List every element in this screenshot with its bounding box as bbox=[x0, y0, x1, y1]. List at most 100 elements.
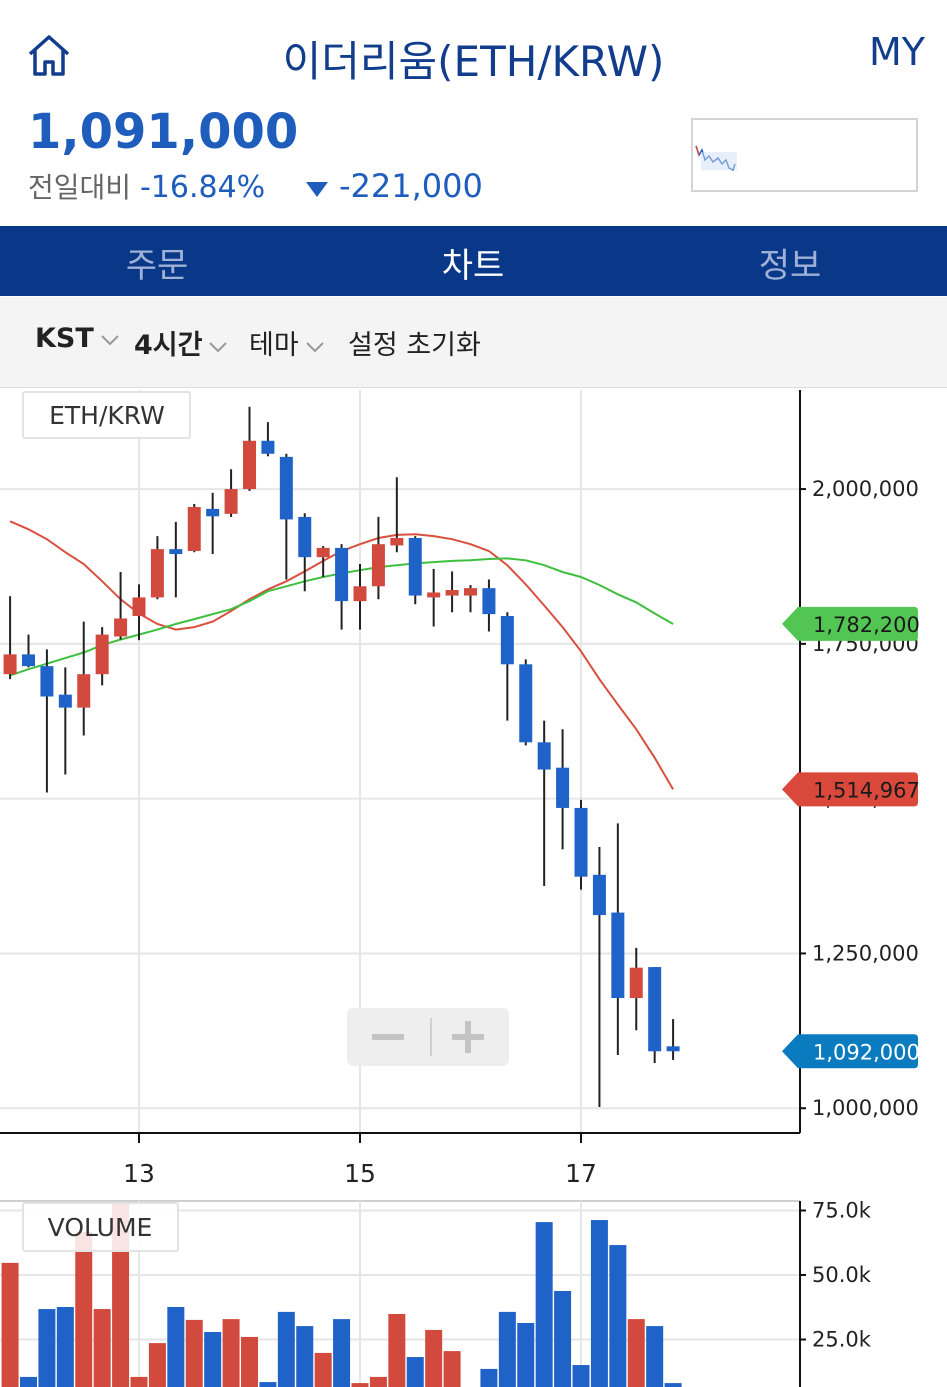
volume-bar bbox=[609, 1245, 627, 1387]
y-tick-label: 1,750,000 bbox=[812, 632, 919, 656]
home-button[interactable] bbox=[26, 32, 72, 78]
volume-bar bbox=[388, 1313, 406, 1387]
candle-body bbox=[261, 440, 275, 454]
mini-chart-line bbox=[695, 145, 737, 172]
y-tick-label: 1,000,000 bbox=[812, 1096, 919, 1120]
mini-chart[interactable] bbox=[691, 118, 918, 192]
candle-body bbox=[3, 654, 17, 675]
volume-bar bbox=[93, 1309, 111, 1387]
volume-bar bbox=[222, 1319, 240, 1387]
chevron bbox=[209, 341, 228, 352]
volume-bar bbox=[38, 1309, 56, 1387]
volume-bar bbox=[517, 1322, 535, 1387]
volume-bar bbox=[112, 1203, 130, 1387]
candle-body bbox=[629, 967, 643, 999]
volume-bar bbox=[425, 1329, 443, 1387]
zoom-out-button[interactable] bbox=[372, 1034, 404, 1040]
candle-body bbox=[408, 537, 422, 596]
volume-bar bbox=[185, 1319, 203, 1387]
y-tick-label: 2,000,000 bbox=[812, 477, 919, 501]
candle-body bbox=[335, 547, 349, 602]
tool-label: 테마 bbox=[249, 330, 299, 361]
candle-body bbox=[187, 507, 201, 551]
candle-body bbox=[40, 666, 54, 697]
moving-average-line bbox=[9, 557, 674, 677]
price-marker bbox=[782, 772, 918, 807]
tab[interactable]: 주문 bbox=[125, 246, 189, 286]
reset-settings[interactable]: 설정 초기화 bbox=[348, 330, 481, 361]
x-tick-label: 15 bbox=[344, 1159, 376, 1188]
tab[interactable]: 정보 bbox=[758, 246, 822, 286]
volume-bar bbox=[480, 1368, 498, 1387]
tool-label: KST bbox=[35, 323, 94, 354]
candle-body bbox=[279, 456, 293, 520]
volume-bar bbox=[535, 1222, 553, 1387]
candle-body bbox=[206, 508, 220, 517]
candle-body bbox=[243, 440, 257, 490]
candle-body bbox=[611, 912, 625, 999]
interval-select[interactable]: 4시간 bbox=[134, 323, 228, 362]
candle-body bbox=[574, 807, 588, 877]
volume-bar bbox=[296, 1326, 314, 1387]
candle-body bbox=[21, 654, 35, 667]
volume-bar bbox=[351, 1383, 369, 1387]
volume-bar bbox=[204, 1332, 222, 1387]
current-price: 1,091,000 bbox=[28, 104, 299, 160]
x-tick-label: 13 bbox=[123, 1159, 155, 1188]
candle-body bbox=[114, 618, 128, 637]
candle-body bbox=[169, 549, 183, 555]
theme-select[interactable]: 테마 bbox=[249, 323, 325, 362]
legend-box bbox=[22, 1202, 179, 1252]
my-button[interactable]: MY bbox=[869, 30, 925, 74]
change-label: 전일대비 bbox=[28, 171, 132, 204]
legend-box bbox=[22, 391, 191, 439]
volume-bar bbox=[333, 1319, 351, 1387]
candle-body bbox=[592, 874, 606, 916]
volume-bar bbox=[498, 1311, 516, 1387]
tool-label: 4시간 bbox=[134, 330, 203, 361]
volume-bar bbox=[148, 1343, 166, 1387]
timezone-select[interactable]: KST bbox=[35, 323, 120, 354]
price-marker bbox=[782, 1034, 918, 1069]
candle-body bbox=[519, 664, 533, 743]
candle-body bbox=[648, 967, 662, 1052]
volume-bar bbox=[627, 1319, 645, 1387]
candle-body bbox=[353, 586, 367, 602]
volume-bar bbox=[56, 1306, 74, 1387]
volume-bar bbox=[277, 1311, 295, 1387]
candle-body bbox=[58, 694, 72, 708]
change-rate: -16.84% bbox=[139, 170, 266, 205]
candle-body bbox=[371, 544, 385, 587]
candle-body bbox=[500, 615, 514, 665]
y-tick-label: 25.0k bbox=[812, 1328, 872, 1352]
volume-bar bbox=[75, 1231, 93, 1387]
tab-bar: 주문 차트 정보 bbox=[0, 226, 947, 296]
zoom-in-button[interactable] bbox=[452, 1021, 484, 1053]
candle-body bbox=[427, 592, 441, 598]
volume-bar bbox=[646, 1326, 664, 1387]
candle-body bbox=[77, 674, 91, 708]
change-amount: -221,000 bbox=[338, 167, 483, 205]
volume-bar bbox=[554, 1290, 572, 1387]
zoom-control bbox=[347, 1008, 509, 1066]
candle-body bbox=[150, 549, 164, 598]
candle-body bbox=[132, 597, 146, 616]
volume-bar bbox=[590, 1220, 608, 1387]
price-marker-label: 1,092,000 bbox=[813, 1040, 920, 1064]
candle-body bbox=[537, 742, 551, 770]
volume-bar bbox=[19, 1376, 37, 1387]
chevron bbox=[101, 334, 119, 345]
candle-body bbox=[464, 588, 478, 596]
tab[interactable]: 차트 bbox=[441, 246, 505, 286]
down-arrow bbox=[306, 182, 329, 197]
price-marker-label: 1,514,967 bbox=[813, 778, 920, 802]
candle-body bbox=[224, 489, 238, 514]
volume-bar bbox=[130, 1376, 148, 1387]
y-tick-label: 1,500,000 bbox=[812, 787, 919, 811]
volume-bar bbox=[314, 1352, 332, 1387]
moving-average-line bbox=[9, 520, 674, 790]
candle-body bbox=[298, 516, 312, 558]
volume-bar bbox=[167, 1306, 185, 1387]
